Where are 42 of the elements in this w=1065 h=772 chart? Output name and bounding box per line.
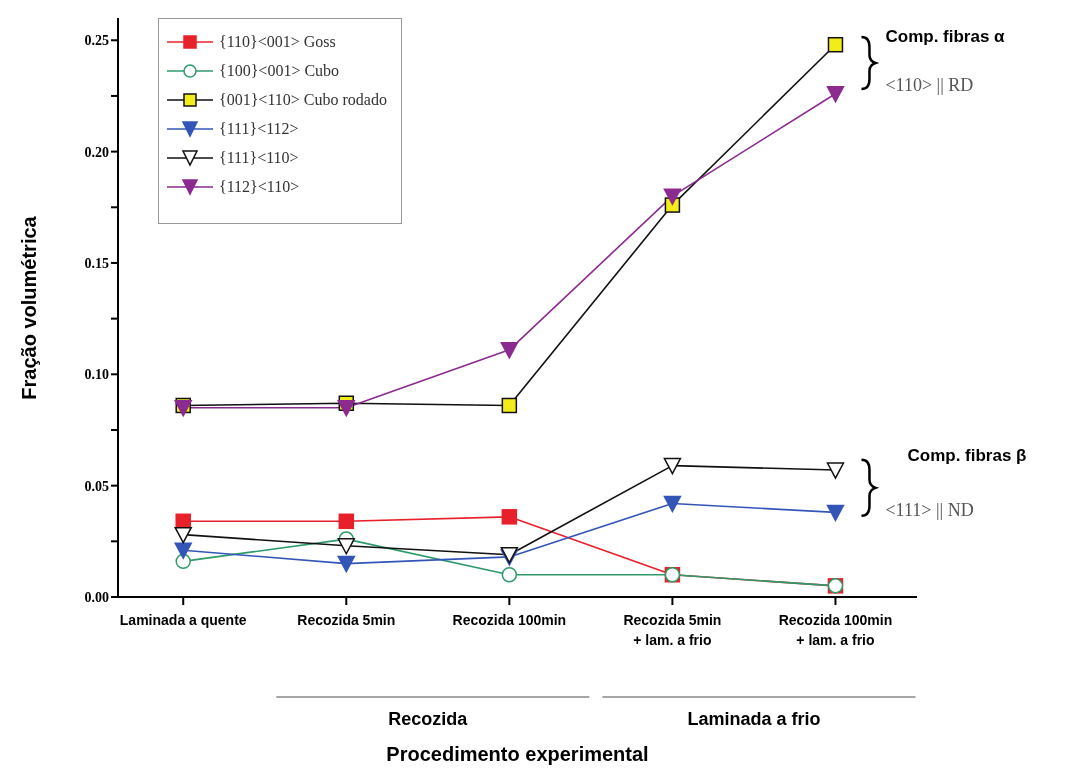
point — [338, 513, 355, 530]
point — [500, 342, 519, 359]
x-tick-label: Laminada a quente — [119, 612, 247, 628]
point — [337, 399, 356, 417]
x-axis-title: Procedimento experimental — [385, 743, 650, 766]
point — [826, 85, 845, 103]
point — [337, 555, 356, 573]
annotation: <110> || RD — [885, 75, 974, 97]
point — [827, 36, 844, 53]
point — [174, 526, 192, 544]
y-tick-label: 0.15 — [84, 255, 109, 271]
legend-label: {112}<110> — [219, 177, 300, 196]
point — [663, 495, 682, 513]
point — [174, 542, 192, 559]
y-axis-title: Fração volumétrica — [18, 214, 41, 402]
point — [501, 509, 518, 525]
legend-label: {111}<110> — [219, 148, 299, 167]
point — [337, 538, 356, 555]
text: Recozida — [387, 709, 469, 730]
y-tick-label: 0.20 — [84, 144, 109, 160]
legend-label: {110}<001> Goss — [219, 32, 336, 51]
y-tick-label: 0.10 — [84, 367, 109, 383]
annotation: Comp. fibras α — [885, 26, 1005, 47]
x-tick-label: Recozida 100min + lam. a frio — [778, 612, 893, 648]
annotation: <111> || ND — [885, 500, 974, 522]
y-tick-label: 0.05 — [84, 478, 109, 494]
point — [501, 566, 518, 583]
x-tick-label: Recozida 5min + lam. a frio — [623, 612, 722, 648]
legend-label: {100}<001> Cubo — [219, 61, 340, 80]
y-tick-label: 0.00 — [84, 589, 109, 605]
legend-label: {111}<112> — [219, 119, 299, 138]
legend-label: {001}<110> Cubo rodado — [219, 90, 387, 109]
point — [826, 504, 845, 522]
point — [826, 462, 845, 479]
point — [663, 188, 682, 205]
y-tick-label: 0.25 — [84, 33, 109, 49]
x-tick-label: Recozida 100min — [452, 612, 567, 628]
point — [663, 457, 682, 475]
text: Laminada a frio — [686, 709, 822, 730]
annotation: Comp. fibras β — [907, 445, 1027, 466]
point — [501, 397, 518, 414]
x-tick-label: Recozida 5min — [297, 612, 396, 628]
